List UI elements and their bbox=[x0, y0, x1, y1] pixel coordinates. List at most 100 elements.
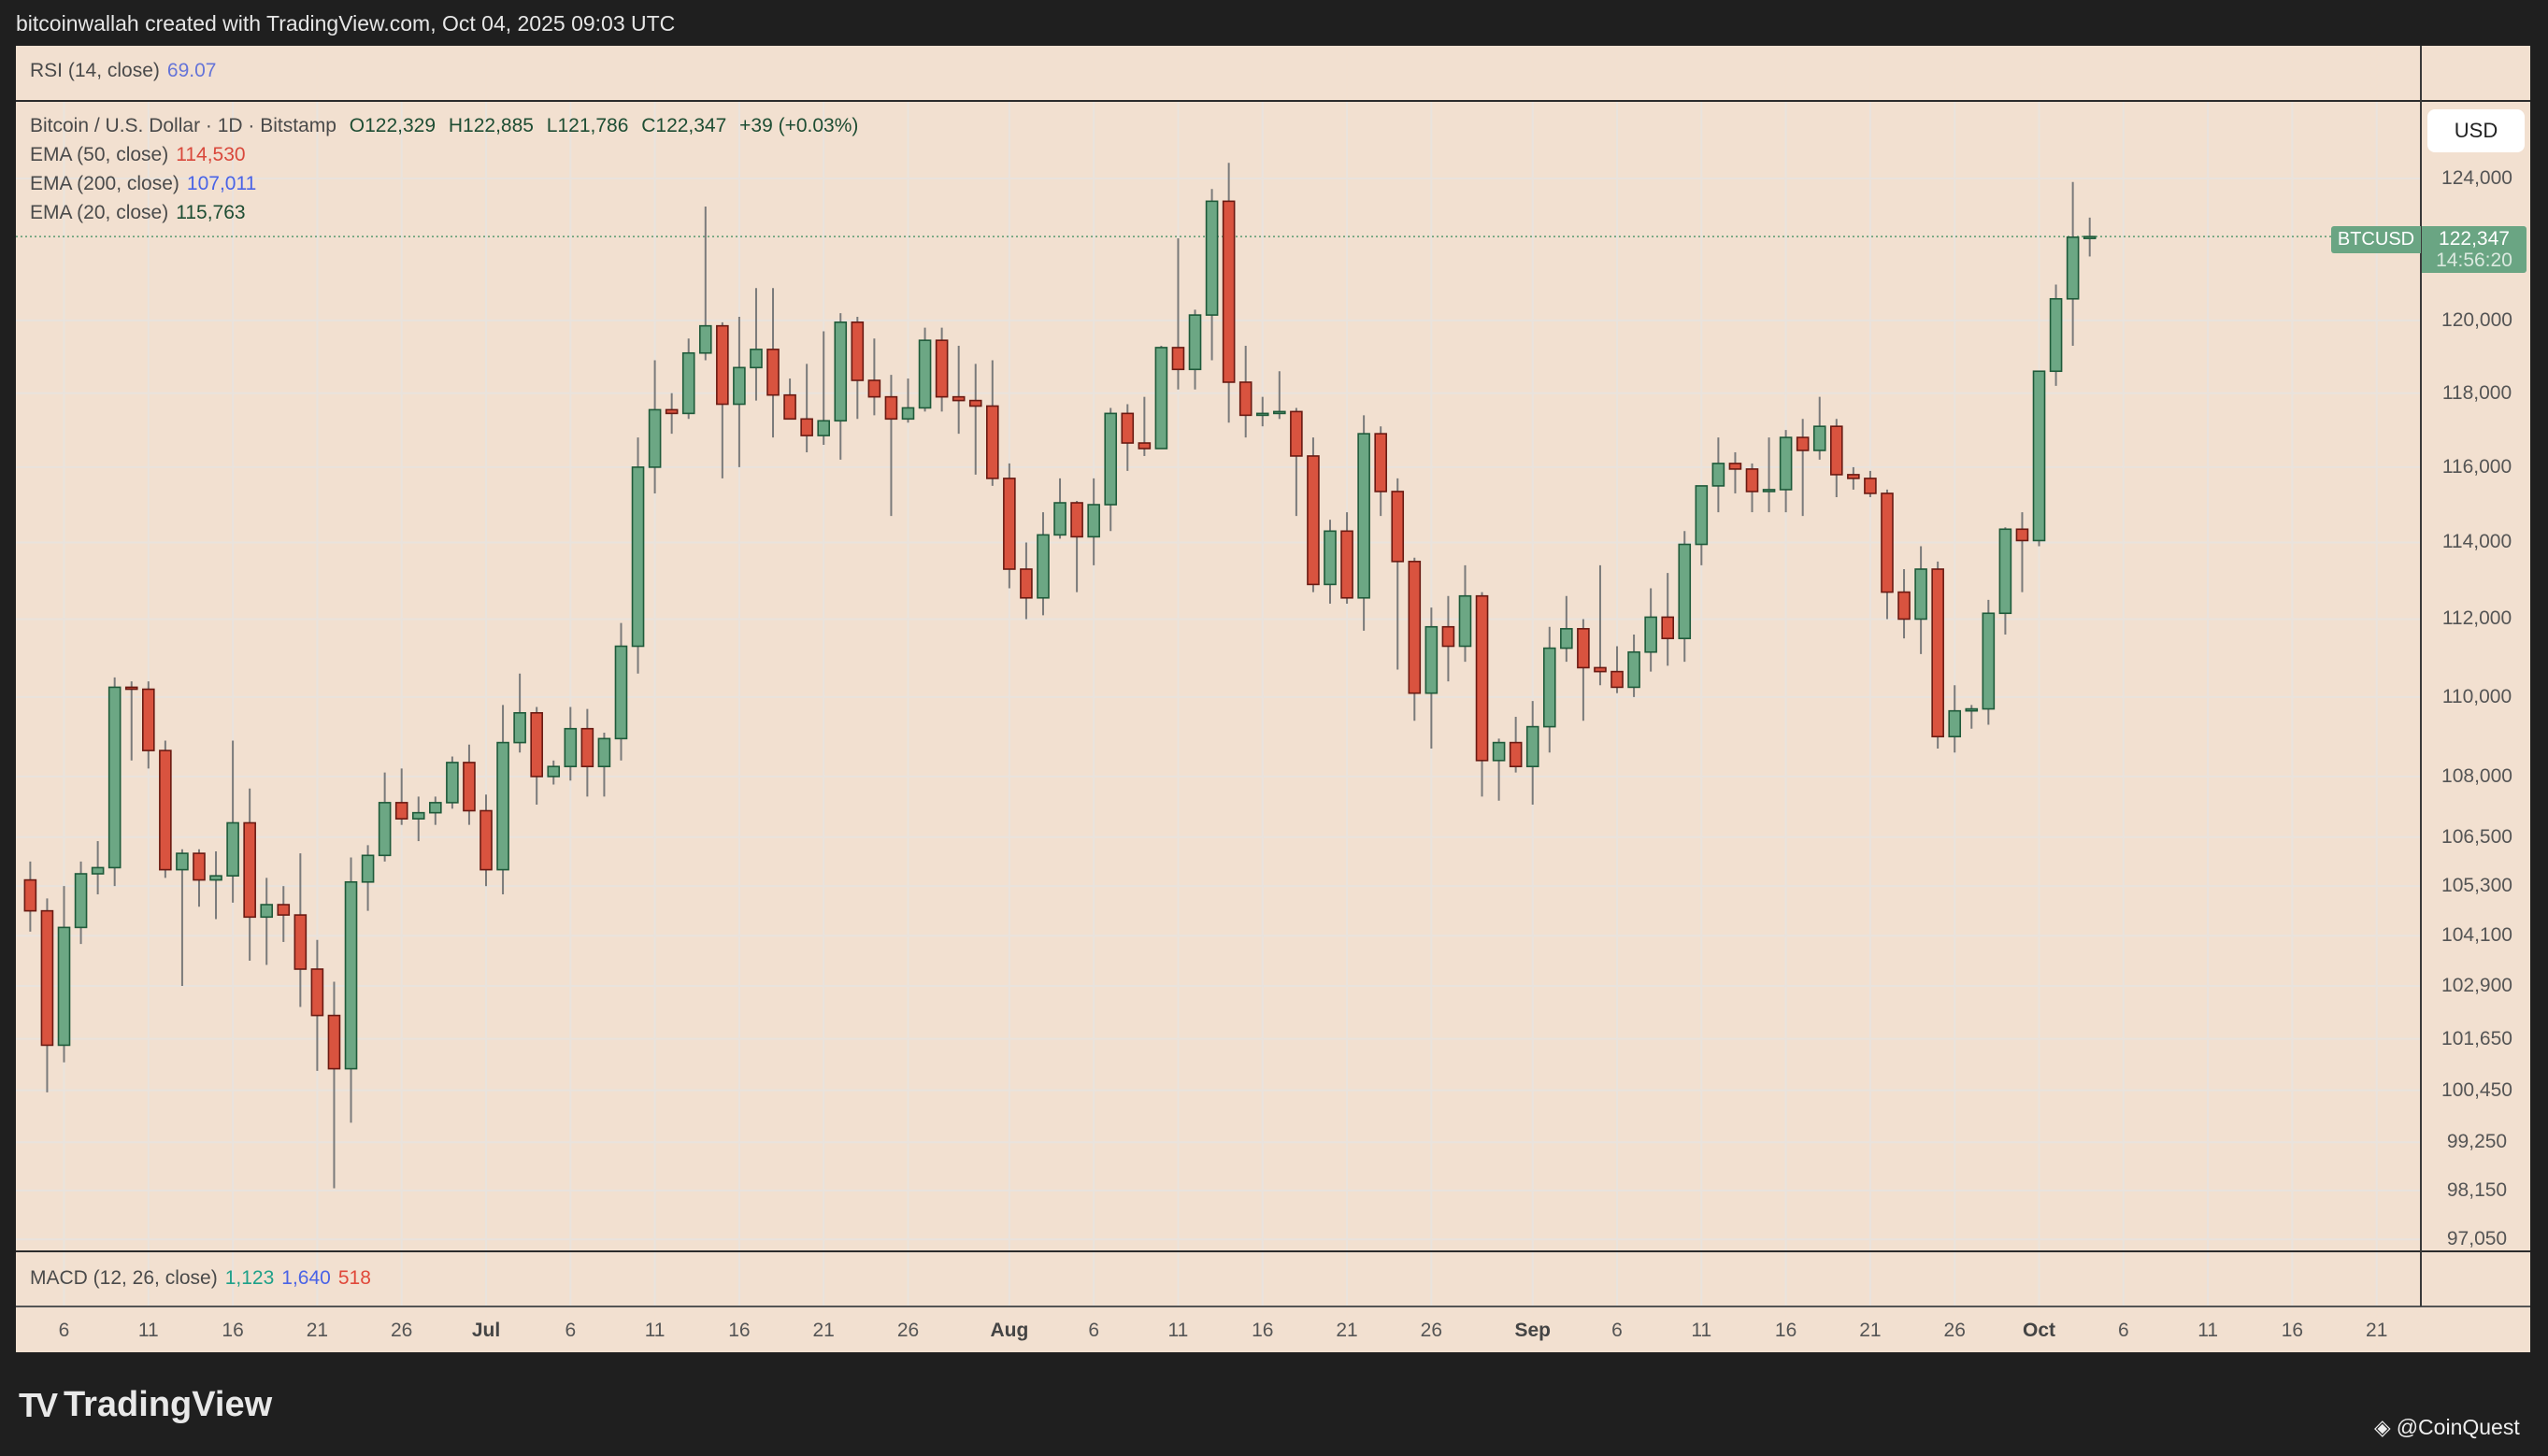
time-tick-label: Jul bbox=[471, 1320, 501, 1341]
candle-up bbox=[1948, 685, 1962, 753]
candle-down bbox=[1931, 561, 1944, 749]
price-tick-label: 124,000 bbox=[2441, 167, 2512, 189]
candle-body bbox=[40, 909, 54, 1047]
time-tick-label: 6 bbox=[565, 1320, 577, 1341]
time-tick-label: Sep bbox=[1514, 1320, 1551, 1341]
rsi-legend[interactable]: RSI (14, close) 69.07 bbox=[30, 60, 223, 82]
candle-body bbox=[1475, 594, 1489, 762]
time-tick-label: 16 bbox=[728, 1320, 751, 1341]
candle-up bbox=[209, 850, 222, 920]
candle-body bbox=[480, 809, 493, 871]
candle-up bbox=[1255, 396, 1269, 427]
macd-legend[interactable]: MACD (12, 26, close) 1,123 1,640 518 bbox=[30, 1267, 379, 1290]
ema-200-legend[interactable]: EMA (200, close) 107,011 bbox=[30, 173, 264, 195]
price-tick-label: 98,150 bbox=[2446, 1178, 2508, 1201]
candle-body bbox=[463, 762, 476, 812]
chart-panel[interactable] bbox=[16, 46, 2530, 1352]
candle-body bbox=[1188, 314, 1202, 371]
ohlc-open: O122,329 bbox=[349, 115, 437, 136]
candle-up bbox=[901, 378, 915, 423]
symbol-legend[interactable]: Bitcoin / U.S. Dollar · 1D · Bitstamp O1… bbox=[30, 115, 866, 137]
candle-body bbox=[23, 878, 37, 912]
price-tick-label: 102,900 bbox=[2441, 974, 2512, 996]
candle-body bbox=[1661, 616, 1674, 639]
candle-body bbox=[91, 866, 105, 875]
candle-up bbox=[1104, 407, 1118, 532]
candle-down bbox=[1881, 489, 1894, 620]
candle-body bbox=[750, 349, 763, 369]
candle-up bbox=[1037, 512, 1050, 616]
candle-up bbox=[698, 206, 712, 361]
candle-body bbox=[1728, 463, 1742, 470]
candle-down bbox=[159, 740, 172, 878]
candle-body bbox=[1441, 625, 1455, 648]
candle-body bbox=[124, 686, 138, 691]
candle-body bbox=[1391, 491, 1405, 563]
candle-up bbox=[1711, 437, 1725, 513]
candle-up bbox=[344, 857, 358, 1123]
candle-down bbox=[1222, 163, 1236, 423]
candle-down bbox=[884, 375, 898, 517]
candle-body bbox=[800, 418, 813, 436]
tradingview-logo[interactable]: TV TradingView bbox=[19, 1385, 272, 1425]
candle-up bbox=[1560, 595, 1573, 663]
candle-up bbox=[91, 841, 105, 894]
price-tick-label: 114,000 bbox=[2441, 531, 2512, 553]
candle-body bbox=[243, 821, 256, 919]
ema-20-legend[interactable]: EMA (20, close) 115,763 bbox=[30, 202, 253, 224]
candle-body bbox=[1408, 561, 1422, 694]
macd-pane-divider[interactable] bbox=[16, 1250, 2530, 1252]
ema-50-legend[interactable]: EMA (50, close) 114,530 bbox=[30, 144, 253, 166]
candle-up bbox=[547, 760, 561, 785]
time-tick-label: 21 bbox=[1859, 1320, 1882, 1341]
price-tick-label: 112,000 bbox=[2441, 607, 2512, 630]
candle-body bbox=[327, 1014, 341, 1070]
tradingview-logo-text: TradingView bbox=[64, 1385, 273, 1424]
time-tick-label: 11 bbox=[1167, 1320, 1189, 1341]
candle-down bbox=[1661, 573, 1674, 666]
rsi-pane-divider[interactable] bbox=[16, 100, 2530, 102]
candle-body bbox=[310, 968, 324, 1017]
time-tick-label: 21 bbox=[306, 1320, 329, 1341]
time-tick-label: 21 bbox=[2366, 1320, 2388, 1341]
candle-up bbox=[1205, 189, 1219, 361]
candle-up bbox=[1188, 309, 1202, 390]
candle-body bbox=[2015, 528, 2029, 542]
candle-body bbox=[1542, 647, 1556, 728]
candle-body bbox=[1053, 502, 1066, 536]
ema-200-label: EMA (200, close) bbox=[30, 173, 179, 194]
candle-body bbox=[1897, 591, 1911, 621]
candle-down bbox=[1391, 478, 1405, 670]
candle-up bbox=[1424, 607, 1439, 749]
candle-down bbox=[463, 744, 476, 825]
candle-body bbox=[193, 852, 206, 881]
currency-button[interactable]: USD bbox=[2427, 109, 2525, 152]
candle-body bbox=[631, 466, 645, 648]
candle-down bbox=[1290, 407, 1303, 517]
candle-down bbox=[23, 861, 37, 932]
candle-up bbox=[2049, 284, 2063, 386]
candle-down bbox=[580, 708, 594, 797]
candle-down bbox=[124, 681, 138, 761]
candle-up bbox=[597, 732, 611, 797]
candle-body bbox=[277, 904, 291, 916]
candle-down bbox=[1238, 345, 1253, 438]
candle-up bbox=[74, 861, 88, 945]
candle-down bbox=[142, 681, 155, 769]
grid-lines bbox=[16, 102, 2420, 1306]
candle-body bbox=[1830, 425, 1843, 476]
price-tick-label: 110,000 bbox=[2441, 685, 2512, 707]
candle-body bbox=[901, 407, 915, 421]
candle-body bbox=[1324, 530, 1337, 586]
candle-body bbox=[394, 802, 408, 820]
candle-body bbox=[1695, 485, 1709, 546]
candle-up bbox=[1542, 626, 1556, 753]
time-tick-label: 26 bbox=[896, 1320, 920, 1341]
candle-up bbox=[1914, 546, 1927, 654]
candle-body bbox=[1037, 534, 1050, 599]
price-tick-label: 118,000 bbox=[2441, 381, 2512, 404]
candle-body bbox=[2049, 297, 2063, 373]
candle-body bbox=[851, 321, 865, 381]
candle-body bbox=[867, 379, 881, 398]
